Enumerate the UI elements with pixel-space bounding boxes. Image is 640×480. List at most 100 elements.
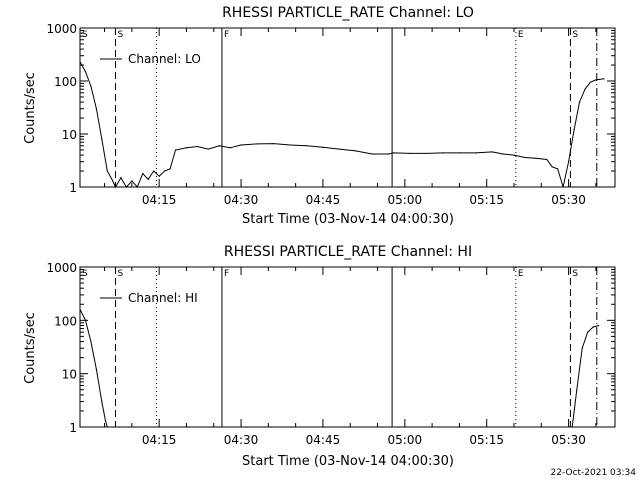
chart-title: RHESSI PARTICLE_RATE Channel: LO bbox=[222, 5, 474, 21]
data-point bbox=[104, 420, 107, 422]
data-point bbox=[355, 150, 357, 152]
chart-title: RHESSI PARTICLE_RATE Channel: HI bbox=[224, 244, 472, 260]
data-point bbox=[546, 158, 548, 161]
data-point bbox=[592, 326, 594, 328]
data-point bbox=[240, 144, 242, 146]
x-tick-label: 05:15 bbox=[469, 433, 504, 447]
data-point bbox=[603, 78, 605, 80]
x-tick-label: 04:15 bbox=[142, 193, 177, 207]
data-point bbox=[576, 389, 578, 391]
data-point bbox=[393, 152, 395, 154]
y-tick-label: 1 bbox=[69, 421, 77, 435]
event-marker-label: E bbox=[518, 269, 524, 279]
data-point bbox=[524, 156, 526, 159]
x-tick-label: 04:45 bbox=[306, 193, 341, 207]
data-point bbox=[112, 180, 114, 182]
data-point bbox=[218, 145, 220, 147]
data-point bbox=[95, 368, 97, 371]
data-point bbox=[491, 151, 493, 153]
data-point bbox=[371, 153, 373, 155]
data-point bbox=[169, 168, 171, 170]
data-point bbox=[578, 101, 581, 103]
y-tick-label: 1000 bbox=[46, 261, 77, 275]
data-point bbox=[567, 161, 570, 163]
data-point bbox=[571, 426, 573, 428]
data-point bbox=[584, 88, 586, 90]
data-point bbox=[164, 170, 166, 172]
x-tick-label: 05:00 bbox=[388, 193, 423, 207]
data-point bbox=[136, 186, 138, 188]
data-point bbox=[106, 426, 108, 428]
y-axis-label: Counts/sec bbox=[23, 312, 38, 384]
data-point bbox=[79, 61, 81, 63]
plot-frame bbox=[79, 27, 616, 188]
data-point bbox=[598, 324, 600, 327]
data-point bbox=[551, 166, 553, 168]
x-tick-label: 05:00 bbox=[388, 433, 423, 447]
data-point bbox=[79, 308, 81, 311]
x-tick-label: 05:30 bbox=[551, 433, 586, 447]
data-point bbox=[338, 148, 340, 150]
data-point bbox=[256, 143, 259, 145]
data-point bbox=[196, 145, 198, 148]
data-point bbox=[595, 79, 597, 81]
data-point bbox=[387, 153, 390, 155]
event-marker-label: S bbox=[82, 30, 88, 40]
y-tick-label: 10 bbox=[62, 368, 77, 382]
data-point bbox=[409, 152, 411, 155]
panel-hi: RHESSI PARTICLE_RATE Channel: HI Start T… bbox=[23, 244, 616, 469]
y-tick-label: 100 bbox=[54, 75, 77, 89]
data-point bbox=[557, 168, 559, 170]
data-point bbox=[158, 175, 160, 177]
x-tick-label: 04:15 bbox=[142, 433, 177, 447]
data-point bbox=[174, 149, 177, 151]
data-point bbox=[562, 186, 564, 188]
data-point bbox=[90, 340, 92, 343]
x-tick-label: 05:30 bbox=[551, 193, 586, 207]
legend-label: Channel: LO bbox=[128, 52, 201, 66]
y-tick-label: 1000 bbox=[46, 22, 77, 36]
x-tick-label: 04:30 bbox=[224, 433, 259, 447]
data-point bbox=[587, 331, 589, 333]
event-marker-label: S bbox=[572, 30, 578, 40]
data-point bbox=[513, 154, 515, 156]
data-point bbox=[458, 152, 461, 154]
panel-lo: RHESSI PARTICLE_RATE Channel: LO Start T… bbox=[23, 5, 616, 227]
data-point bbox=[153, 170, 155, 172]
footer-timestamp: 22-Oct-2021 03:34 bbox=[551, 468, 637, 478]
data-point bbox=[95, 108, 97, 110]
x-tick-label: 04:30 bbox=[224, 193, 259, 207]
data-point bbox=[426, 152, 428, 155]
data-point bbox=[305, 145, 308, 147]
data-point bbox=[207, 148, 209, 150]
data-point bbox=[573, 129, 575, 131]
data-point bbox=[90, 85, 92, 87]
data-point bbox=[101, 138, 103, 140]
data-point bbox=[84, 71, 87, 73]
data-point bbox=[581, 347, 583, 349]
data-point bbox=[120, 177, 122, 179]
data-point bbox=[185, 147, 188, 149]
data-point bbox=[84, 319, 87, 321]
y-tick-label: 1 bbox=[69, 181, 77, 195]
x-axis-label: Start Time (03-Nov-14 04:00:30) bbox=[242, 454, 454, 469]
event-marker-label: F bbox=[224, 30, 229, 40]
data-point bbox=[229, 147, 231, 149]
y-axis-label: Counts/sec bbox=[23, 72, 38, 144]
x-axis-label: Start Time (03-Nov-14 04:00:30) bbox=[242, 212, 454, 227]
series-line bbox=[79, 309, 599, 428]
data-point bbox=[273, 142, 275, 145]
event-marker-label: F bbox=[224, 269, 229, 279]
event-marker-label: S bbox=[117, 269, 123, 279]
data-point bbox=[101, 400, 103, 403]
data-point bbox=[535, 157, 537, 159]
data-point bbox=[114, 186, 117, 188]
event-marker-label: S bbox=[82, 269, 88, 279]
data-point bbox=[147, 178, 149, 180]
y-tick-label: 10 bbox=[62, 128, 77, 142]
data-point bbox=[289, 144, 291, 146]
data-point bbox=[125, 186, 128, 188]
event-marker-label: S bbox=[572, 269, 578, 279]
data-point bbox=[475, 152, 477, 154]
